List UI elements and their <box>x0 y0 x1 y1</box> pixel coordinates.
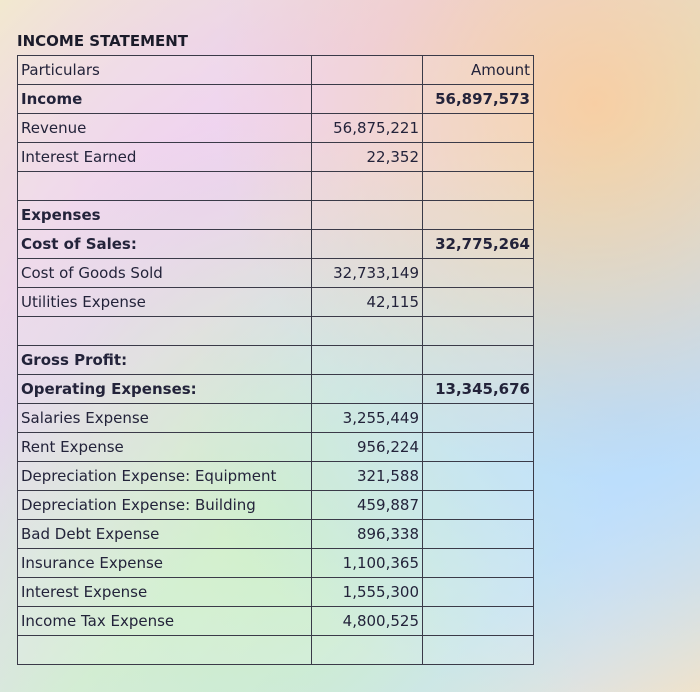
table-row: Expenses <box>17 200 534 230</box>
table-row: Salaries Expense 3,255,449 <box>17 403 534 433</box>
table-row: Bad Debt Expense 896,338 <box>17 519 534 549</box>
table-cell <box>17 171 312 201</box>
table-cell: Bad Debt Expense <box>17 519 312 549</box>
table-cell: 32,733,149 <box>311 258 423 288</box>
table-cell: Depreciation Expense: Equipment <box>17 461 312 491</box>
table-cell: 42,115 <box>311 287 423 317</box>
table-cell: Cost of Sales: <box>17 229 312 259</box>
table-cell: Income <box>17 84 312 114</box>
table-cell: Operating Expenses: <box>17 374 312 404</box>
table-cell: 1,555,300 <box>311 577 423 607</box>
table-cell: Particulars <box>17 55 312 85</box>
table-row: Cost of Sales: 32,775,264 <box>17 229 534 259</box>
table-cell: 13,345,676 <box>422 374 534 404</box>
table-cell <box>422 635 534 665</box>
table-cell <box>422 432 534 462</box>
table-cell <box>422 113 534 143</box>
table-row <box>17 171 534 201</box>
table-cell: 3,255,449 <box>311 403 423 433</box>
income-table: Particulars Amount Income 56,897,573 Revenue… <box>17 55 534 665</box>
table-cell: Amount <box>422 55 534 85</box>
table-row <box>17 635 534 665</box>
table-cell <box>311 345 423 375</box>
table-cell <box>422 258 534 288</box>
table-cell <box>422 200 534 230</box>
table-cell <box>422 548 534 578</box>
table-row: Gross Profit: <box>17 345 534 375</box>
table-cell: Income Tax Expense <box>17 606 312 636</box>
table-row <box>17 316 534 346</box>
table-cell <box>422 577 534 607</box>
table-cell <box>422 606 534 636</box>
table-cell <box>311 635 423 665</box>
table-row: Operating Expenses: 13,345,676 <box>17 374 534 404</box>
table-cell: 896,338 <box>311 519 423 549</box>
table-cell: Interest Expense <box>17 577 312 607</box>
table-cell <box>311 316 423 346</box>
table-cell <box>311 55 423 85</box>
table-row: Revenue 56,875,221 <box>17 113 534 143</box>
table-row: Income Tax Expense 4,800,525 <box>17 606 534 636</box>
statement-title: INCOME STATEMENT <box>17 32 189 50</box>
table-cell <box>422 142 534 172</box>
table-cell <box>422 519 534 549</box>
table-cell: Gross Profit: <box>17 345 312 375</box>
table-cell <box>311 171 423 201</box>
table-cell <box>422 345 534 375</box>
table-cell <box>17 316 312 346</box>
table-cell: 459,887 <box>311 490 423 520</box>
table-cell <box>422 316 534 346</box>
table-cell: Utilities Expense <box>17 287 312 317</box>
table-cell: 321,588 <box>311 461 423 491</box>
table-cell: 1,100,365 <box>311 548 423 578</box>
table-cell <box>422 403 534 433</box>
table-cell: Expenses <box>17 200 312 230</box>
table-cell: 956,224 <box>311 432 423 462</box>
table-cell: Interest Earned <box>17 142 312 172</box>
table-cell: 56,875,221 <box>311 113 423 143</box>
table-cell: Depreciation Expense: Building <box>17 490 312 520</box>
table-row: Depreciation Expense: Building 459,887 <box>17 490 534 520</box>
table-cell <box>422 287 534 317</box>
table-cell <box>311 84 423 114</box>
table-row: Particulars Amount <box>17 55 534 85</box>
table-row: Cost of Goods Sold 32,733,149 <box>17 258 534 288</box>
table-row: Rent Expense 956,224 <box>17 432 534 462</box>
table-cell <box>422 171 534 201</box>
table-cell: 56,897,573 <box>422 84 534 114</box>
table-cell <box>422 490 534 520</box>
table-row: Interest Expense 1,555,300 <box>17 577 534 607</box>
table-cell <box>311 200 423 230</box>
table-cell <box>422 461 534 491</box>
table-cell: Insurance Expense <box>17 548 312 578</box>
table-cell: Revenue <box>17 113 312 143</box>
table-row: Utilities Expense 42,115 <box>17 287 534 317</box>
table-cell: 4,800,525 <box>311 606 423 636</box>
table-cell: 22,352 <box>311 142 423 172</box>
table-cell <box>311 374 423 404</box>
table-row: Income 56,897,573 <box>17 84 534 114</box>
table-row: Interest Earned 22,352 <box>17 142 534 172</box>
table-cell: Cost of Goods Sold <box>17 258 312 288</box>
table-cell: Salaries Expense <box>17 403 312 433</box>
table-cell <box>311 229 423 259</box>
table-cell: Rent Expense <box>17 432 312 462</box>
table-row: Depreciation Expense: Equipment 321,588 <box>17 461 534 491</box>
table-cell: 32,775,264 <box>422 229 534 259</box>
table-row: Insurance Expense 1,100,365 <box>17 548 534 578</box>
table-cell <box>17 635 312 665</box>
